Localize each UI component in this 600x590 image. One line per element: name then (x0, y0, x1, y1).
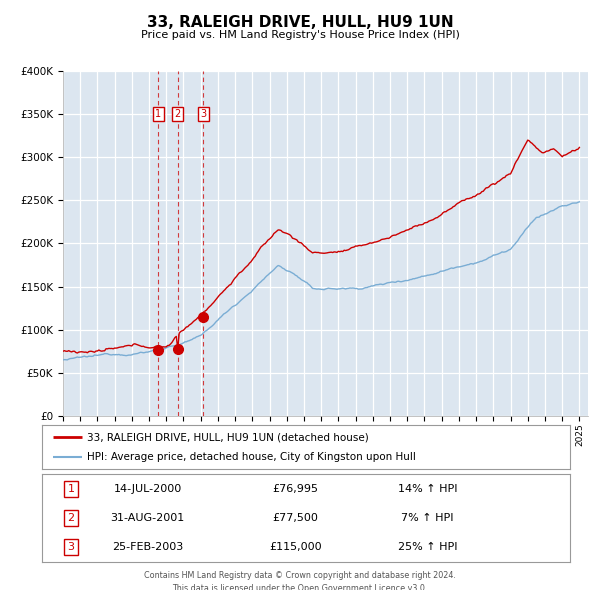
Text: 33, RALEIGH DRIVE, HULL, HU9 1UN: 33, RALEIGH DRIVE, HULL, HU9 1UN (146, 15, 454, 30)
Text: 14-JUL-2000: 14-JUL-2000 (113, 484, 182, 494)
Text: £76,995: £76,995 (272, 484, 319, 494)
Text: Contains HM Land Registry data © Crown copyright and database right 2024.
This d: Contains HM Land Registry data © Crown c… (144, 571, 456, 590)
Text: 3: 3 (68, 542, 74, 552)
Text: HPI: Average price, detached house, City of Kingston upon Hull: HPI: Average price, detached house, City… (87, 452, 416, 461)
Text: 25% ↑ HPI: 25% ↑ HPI (398, 542, 457, 552)
Text: £115,000: £115,000 (269, 542, 322, 552)
Text: Price paid vs. HM Land Registry's House Price Index (HPI): Price paid vs. HM Land Registry's House … (140, 30, 460, 40)
Text: 31-AUG-2001: 31-AUG-2001 (110, 513, 185, 523)
Text: 2: 2 (175, 109, 181, 119)
Text: 14% ↑ HPI: 14% ↑ HPI (398, 484, 457, 494)
Text: 3: 3 (200, 109, 206, 119)
Text: 1: 1 (68, 484, 74, 494)
Text: 7% ↑ HPI: 7% ↑ HPI (401, 513, 454, 523)
Text: 25-FEB-2003: 25-FEB-2003 (112, 542, 183, 552)
Text: 1: 1 (155, 109, 161, 119)
Text: 2: 2 (67, 513, 74, 523)
Text: 33, RALEIGH DRIVE, HULL, HU9 1UN (detached house): 33, RALEIGH DRIVE, HULL, HU9 1UN (detach… (87, 432, 368, 442)
Text: £77,500: £77,500 (272, 513, 319, 523)
